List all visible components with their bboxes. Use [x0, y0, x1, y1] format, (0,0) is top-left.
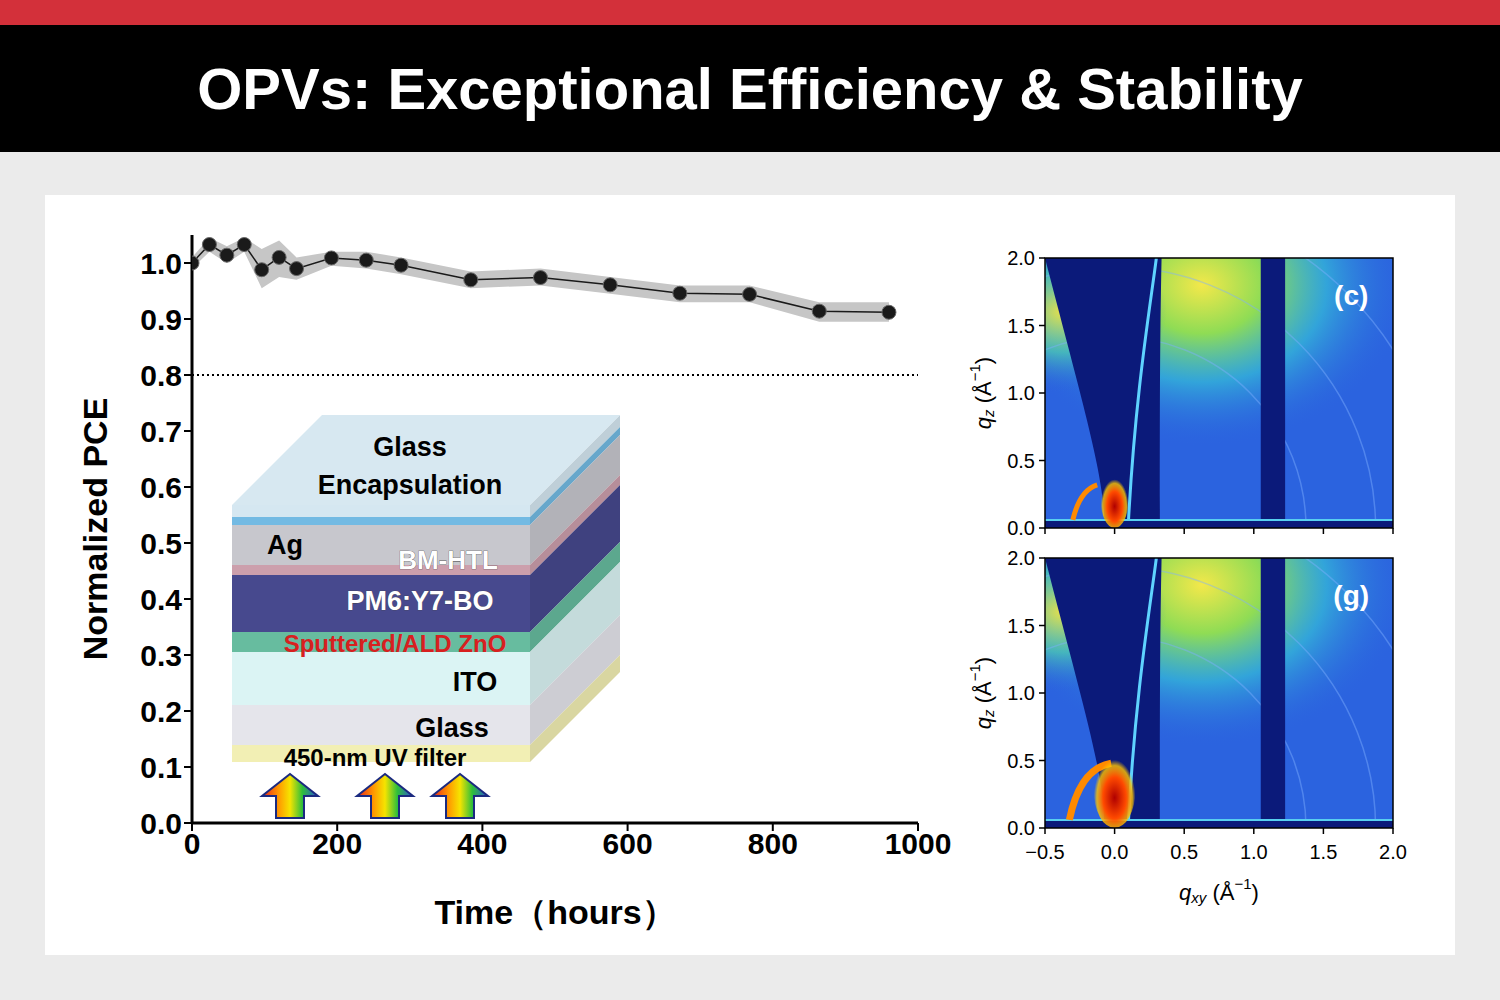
- svg-text:200: 200: [312, 827, 362, 860]
- svg-text:0.9: 0.9: [140, 303, 182, 336]
- svg-text:0.0: 0.0: [1007, 817, 1035, 839]
- svg-text:1.0: 1.0: [1007, 682, 1035, 704]
- svg-text:0.0: 0.0: [1007, 517, 1035, 539]
- svg-text:0.5: 0.5: [1170, 841, 1198, 863]
- svg-text:0.7: 0.7: [140, 415, 182, 448]
- svg-text:1.5: 1.5: [1309, 841, 1337, 863]
- svg-text:BM-HTL: BM-HTL: [398, 545, 498, 575]
- svg-text:0.8: 0.8: [140, 359, 182, 392]
- svg-text:Normalized PCE: Normalized PCE: [76, 398, 114, 661]
- svg-text:1.0: 1.0: [1007, 382, 1035, 404]
- svg-text:0.4: 0.4: [140, 583, 182, 616]
- svg-text:1.5: 1.5: [1007, 615, 1035, 637]
- svg-text:800: 800: [748, 827, 798, 860]
- svg-text:Sputtered/ALD ZnO: Sputtered/ALD ZnO: [284, 630, 507, 657]
- svg-text:qxy (Å−1): qxy (Å−1): [1179, 875, 1259, 906]
- svg-text:Glass: Glass: [415, 713, 489, 743]
- svg-text:(c): (c): [1334, 280, 1368, 311]
- svg-text:1000: 1000: [885, 827, 952, 860]
- svg-text:2.0: 2.0: [1379, 841, 1407, 863]
- svg-text:2.0: 2.0: [1007, 547, 1035, 569]
- svg-text:600: 600: [603, 827, 653, 860]
- svg-text:1.0: 1.0: [140, 247, 182, 280]
- svg-text:qz (Å−1): qz (Å−1): [966, 657, 997, 729]
- svg-text:1.0: 1.0: [1240, 841, 1268, 863]
- svg-text:0.2: 0.2: [140, 695, 182, 728]
- svg-text:0.1: 0.1: [140, 751, 182, 784]
- svg-text:−0.5: −0.5: [1025, 841, 1064, 863]
- html-text:OPVs: Exceptional Efficiency &: OPVs: Exceptional Efficiency & Stability: [197, 56, 1303, 121]
- svg-text:ITO: ITO: [453, 667, 498, 697]
- svg-text:0.5: 0.5: [1007, 750, 1035, 772]
- svg-text:PM6:Y7-BO: PM6:Y7-BO: [346, 586, 493, 616]
- svg-text:(g): (g): [1333, 580, 1369, 611]
- svg-text:0.6: 0.6: [140, 471, 182, 504]
- svg-text:0.5: 0.5: [1007, 450, 1035, 472]
- svg-text:Glass: Glass: [373, 432, 447, 462]
- svg-text:0.0: 0.0: [140, 807, 182, 840]
- svg-text:1.5: 1.5: [1007, 315, 1035, 337]
- svg-text:0.5: 0.5: [140, 527, 182, 560]
- svg-text:Encapsulation: Encapsulation: [318, 470, 503, 500]
- svg-text:0.3: 0.3: [140, 639, 182, 672]
- svg-text:qz (Å−1): qz (Å−1): [966, 357, 997, 429]
- svg-text:450-nm UV filter: 450-nm UV filter: [284, 744, 467, 771]
- svg-text:Ag: Ag: [267, 530, 303, 560]
- svg-text:2.0: 2.0: [1007, 247, 1035, 269]
- svg-text:0: 0: [184, 827, 201, 860]
- svg-text:Time（hours）: Time（hours）: [434, 893, 675, 931]
- svg-text:400: 400: [457, 827, 507, 860]
- svg-text:0.0: 0.0: [1101, 841, 1129, 863]
